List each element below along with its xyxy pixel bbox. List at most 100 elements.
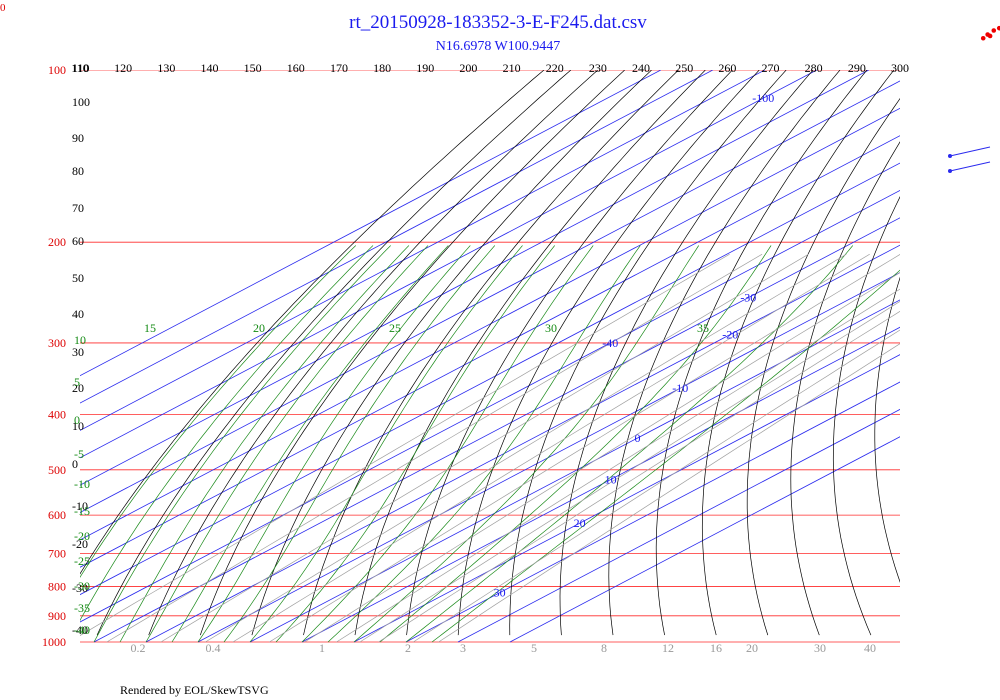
moist-adiabat-top-label: 25 <box>389 321 401 335</box>
mixing-ratio-line <box>160 253 809 643</box>
dry-adiabat-line <box>993 70 1000 635</box>
theta-top-label: 140 <box>200 61 218 75</box>
mixing-ratio-line <box>269 254 900 643</box>
moist-adiabat-line <box>145 245 429 643</box>
theta-side-label: -30 <box>72 581 88 595</box>
dry-adiabat-line <box>509 70 787 636</box>
dry-adiabat-line <box>832 196 900 636</box>
moist-adiabat-side-label: -15 <box>74 504 90 518</box>
theta-side-label: 110 <box>72 61 90 75</box>
theta-top-label: 260 <box>718 61 736 75</box>
theta-side-label: 50 <box>72 271 84 285</box>
moist-adiabat-side-label: 5 <box>74 375 80 389</box>
sounding-point <box>996 25 1000 31</box>
isotherm-label: -100 <box>752 91 774 105</box>
isotherm-line <box>353 354 900 643</box>
dry-adiabat-line <box>80 70 545 575</box>
theta-top-label: 190 <box>416 61 434 75</box>
sounding-point <box>991 28 997 33</box>
dry-adiabat-line <box>608 70 841 636</box>
theta-side-label: 0 <box>72 457 78 471</box>
moist-adiabat-side-label: 0 <box>74 413 80 427</box>
isotherm-line <box>405 381 900 643</box>
theta-top-label: 300 <box>891 61 909 75</box>
moist-adiabat-line <box>80 245 357 578</box>
dry-adiabat-line <box>457 70 760 636</box>
mixing-ratio-line <box>205 253 847 643</box>
isotherm-line <box>249 299 900 643</box>
mixing-ratio-line <box>378 310 900 643</box>
isotherm-label: -10 <box>672 381 688 395</box>
theta-side-label: 30 <box>72 345 84 359</box>
theta-top-label: 290 <box>848 61 866 75</box>
mixing-ratio-label: 2 <box>405 641 411 655</box>
pressure-tick-label: 800 <box>48 580 66 594</box>
theta-side-label: 20 <box>72 381 84 395</box>
moist-adiabat-line <box>405 245 854 643</box>
isotherm-line <box>80 135 900 568</box>
theta-top-label: 170 <box>330 61 348 75</box>
theta-top-label: 150 <box>244 61 262 75</box>
mixing-ratio-label: 3 <box>460 641 466 655</box>
isotherm-line <box>80 70 817 459</box>
theta-side-label: 100 <box>72 95 90 109</box>
isotherm-line <box>80 162 900 596</box>
moist-adiabat-top-label: 20 <box>253 321 265 335</box>
sounding-point <box>980 35 986 41</box>
pressure-tick-label: 300 <box>48 336 66 350</box>
moist-adiabat-side-label: -20 <box>74 529 90 543</box>
isotherm-line <box>301 326 900 643</box>
mixing-ratio-label: 30 <box>814 641 826 655</box>
moist-adiabat-top-label: 15 <box>144 321 156 335</box>
chart-subtitle: N16.6978 W100.9447 <box>436 39 561 54</box>
moist-adiabat-line <box>93 245 391 643</box>
grid-lines <box>80 70 1000 643</box>
isotherm-label: 30 <box>494 586 506 600</box>
dry-adiabat-line <box>559 70 814 636</box>
isotherm-line <box>80 70 661 377</box>
isotherm-line <box>145 244 900 643</box>
isotherm-line <box>509 436 900 643</box>
theta-side-label: 90 <box>72 131 84 145</box>
moist-adiabat-line <box>197 245 471 643</box>
moist-adiabat-line <box>249 245 523 643</box>
mixing-ratio-label: 5 <box>531 641 537 655</box>
theta-side-label: 60 <box>72 234 84 248</box>
theta-side-label: 80 <box>72 164 84 178</box>
wind-barbs <box>948 146 991 173</box>
pressure-tick-label: 100 <box>48 63 66 77</box>
moist-adiabat-side-label: -5 <box>74 447 84 461</box>
mixing-ratio-label: 0.4 <box>206 641 221 655</box>
isotherm-line <box>80 70 765 431</box>
mixing-ratio-line <box>413 329 900 643</box>
isotherm-line <box>80 70 713 404</box>
theta-side-label: -10 <box>72 499 88 513</box>
theta-top-label: 250 <box>675 61 693 75</box>
mixing-ratio-label: 12 <box>662 641 674 655</box>
mixing-ratio-line <box>232 253 870 643</box>
isotherm-line <box>80 70 869 486</box>
theta-top-label: 240 <box>632 61 650 75</box>
theta-top-label: 220 <box>546 61 564 75</box>
pressure-tick-label: 500 <box>48 463 66 477</box>
isotherm-label: 20 <box>574 516 586 530</box>
dry-adiabat-line <box>251 70 652 636</box>
mixing-ratio-label: 1 <box>319 641 325 655</box>
axis-labels: 1002003004005006007008009001000-100-40-3… <box>42 61 909 655</box>
theta-top-label: 130 <box>157 61 175 75</box>
corner-label: 0 <box>0 2 6 14</box>
isotherm-label: -20 <box>722 327 738 341</box>
pressure-tick-label: 400 <box>48 407 66 421</box>
moist-adiabat-side-label: -40 <box>74 623 90 637</box>
moist-adiabat-side-label: -35 <box>74 601 90 615</box>
moist-adiabat-line <box>379 245 772 643</box>
wind-barb-staff <box>949 146 991 157</box>
sounding-point <box>987 33 993 39</box>
pressure-tick-label: 900 <box>48 609 66 623</box>
theta-top-label: 230 <box>589 61 607 75</box>
isotherm-line <box>457 408 900 643</box>
moist-adiabat-top-label: 30 <box>545 321 557 335</box>
moist-adiabat-line <box>301 245 594 643</box>
moist-adiabat-line <box>353 245 699 643</box>
